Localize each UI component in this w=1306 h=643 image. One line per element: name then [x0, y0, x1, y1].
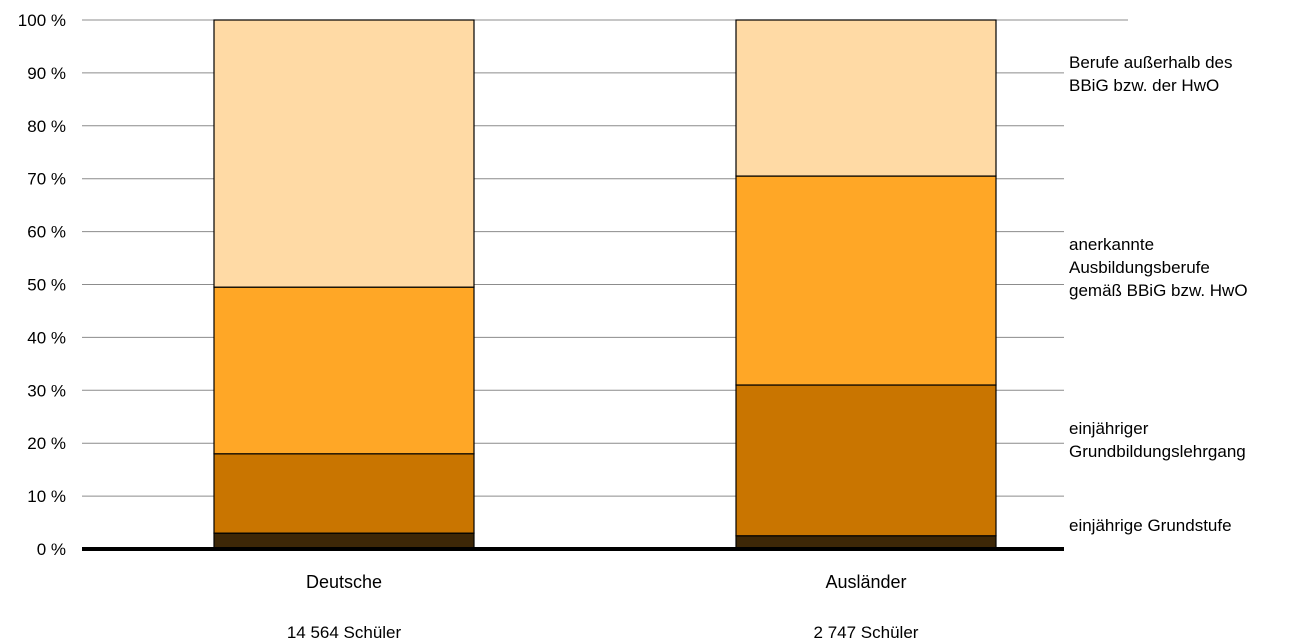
- y-tick-label: 30 %: [27, 381, 66, 400]
- category-student-count: 2 747 Schüler: [814, 623, 919, 642]
- bar-segment: [213, 532, 475, 550]
- y-tick-label: 20 %: [27, 434, 66, 453]
- legend: einjährige Grundstufe einjähriger Grundbil…: [1069, 53, 1248, 535]
- legend-label: einjährige Grundstufe: [1069, 516, 1232, 535]
- x-category-label: Deutsche: [306, 572, 382, 592]
- y-tick-label: 70 %: [27, 170, 66, 189]
- y-tick-label: 60 %: [27, 223, 66, 242]
- bar-segment: [735, 175, 997, 386]
- bar-segment: [213, 453, 475, 534]
- legend-label: einjähriger Grundbildungslehrgang: [1069, 419, 1246, 461]
- y-tick-label: 90 %: [27, 64, 66, 83]
- legend-label: Berufe außerhalb des BBiG bzw. der HwO: [1069, 53, 1233, 95]
- category-student-count: 14 564 Schüler: [287, 623, 402, 642]
- y-tick-label: 40 %: [27, 328, 66, 347]
- bar-segment: [213, 19, 475, 288]
- bar-segment: [213, 286, 475, 455]
- bar-segment: [735, 19, 997, 177]
- category-labels: Deutsche 14 564 Schüler Ausländer 2 747 Sch…: [287, 572, 919, 642]
- bar-segment: [735, 384, 997, 537]
- y-axis-tick-labels: 0 % 10 % 20 % 30 % 40 % 50 % 60 % 70 % 80 % 90 % 1…: [18, 11, 66, 559]
- bars: [213, 19, 997, 550]
- y-tick-label: 0 %: [37, 540, 66, 559]
- legend-label: anerkannte Ausbildungsberufe gemäß BBiG bz…: [1069, 235, 1248, 300]
- y-tick-label: 100 %: [18, 11, 66, 30]
- y-tick-label: 80 %: [27, 117, 66, 136]
- y-tick-label: 10 %: [27, 487, 66, 506]
- x-category-label: Ausländer: [825, 572, 906, 592]
- y-tick-label: 50 %: [27, 276, 66, 295]
